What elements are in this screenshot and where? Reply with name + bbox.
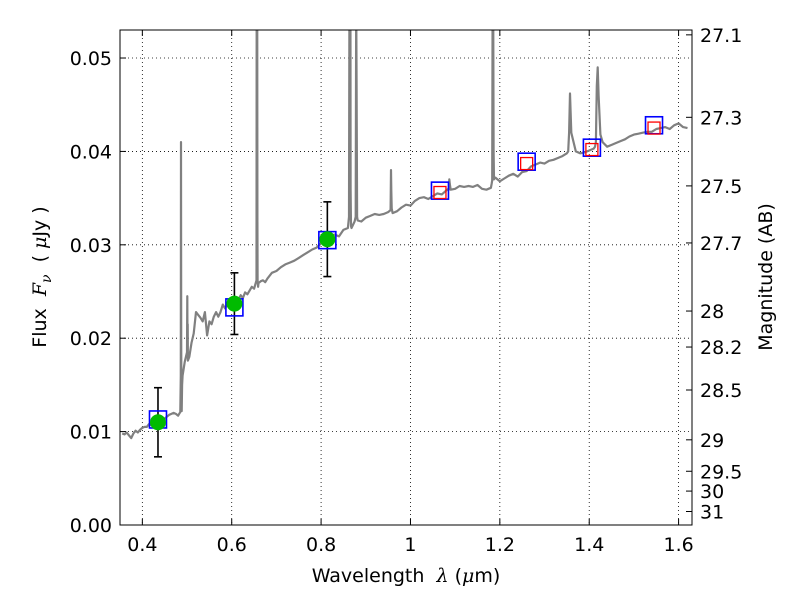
y2-tick-label: 27.1 [700, 25, 742, 47]
observed-flux-point [149, 414, 166, 431]
plot-area [121, 30, 688, 440]
x-tick-label: 1.4 [574, 534, 604, 556]
y-tick-label: 0.04 [70, 141, 112, 163]
x-tick-label: 1 [404, 534, 416, 556]
y2-tick-label: 28.2 [700, 337, 742, 359]
x-axis-title: Wavelength λ (μm) [312, 565, 501, 587]
x-tick-label: 0.8 [306, 534, 336, 556]
upper-limit-square [520, 156, 534, 171]
y2-tick-label: 28.5 [700, 380, 742, 402]
axis-ticks: 0.4 0.6 0.8 1 1.2 1.4 1.6 0.00 0.01 0.02 0.03 0.04 0… [70, 25, 743, 556]
photometry-markers [148, 115, 664, 458]
y-tick-label: 0.02 [70, 328, 112, 350]
x-tick-label: 1.6 [663, 534, 693, 556]
y-tick-label: 0.00 [70, 515, 112, 537]
y-tick-label: 0.01 [70, 422, 112, 444]
y2-tick-label: 30 [700, 481, 724, 503]
x-tick-label: 0.4 [127, 534, 157, 556]
y-tick-label: 0.03 [70, 235, 112, 257]
plot-frame [119, 29, 693, 526]
y-axis-title: Flux Fν ( μJy ) [29, 206, 55, 347]
upper-limit-square [647, 121, 661, 135]
y2-tick-label: 29 [700, 430, 724, 452]
y2-tick-label: 29.5 [700, 461, 742, 483]
observed-flux-point [319, 231, 336, 248]
plot-background [120, 30, 692, 525]
y-tick-label: 0.05 [70, 48, 112, 70]
upper-limit-square [433, 185, 447, 200]
y2-tick-label: 27.5 [700, 176, 742, 198]
y2-tick-label: 27.7 [700, 233, 742, 255]
y2-tick-label: 31 [700, 502, 724, 524]
y2-tick-label: 27.3 [700, 107, 742, 129]
upper-limit-square [585, 142, 599, 157]
y2-axis-title: Magnitude (AB) [755, 203, 777, 351]
x-tick-label: 0.6 [217, 534, 247, 556]
y2-tick-label: 28 [700, 301, 724, 323]
observed-flux-point [226, 295, 243, 312]
spectrum-line [121, 30, 688, 440]
grid-lines [120, 30, 692, 525]
x-tick-label: 1.2 [485, 534, 515, 556]
